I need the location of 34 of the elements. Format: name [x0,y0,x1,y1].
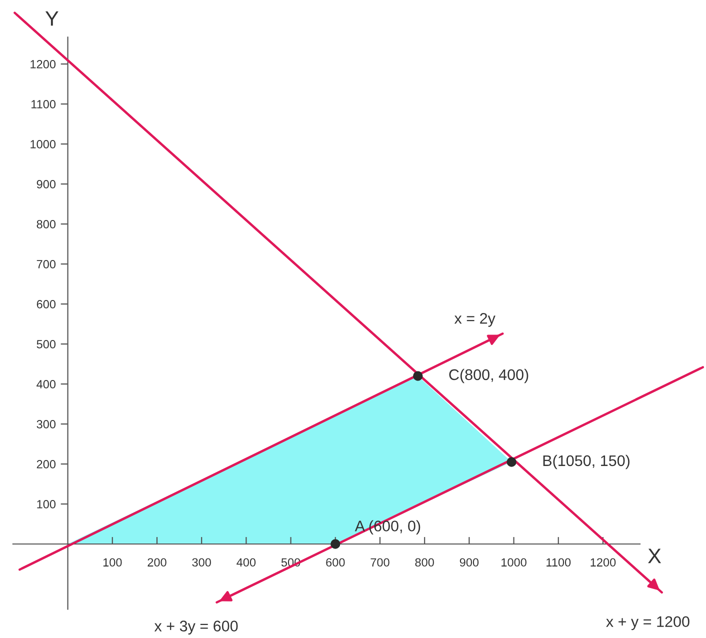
y-tick-label: 1100 [31,100,56,108]
y-tick-label: 800 [36,220,56,228]
x-tick-label: 100 [103,558,122,567]
y-tick-label: 700 [36,260,56,268]
point [413,371,423,381]
point [330,539,340,549]
y-tick-label: 300 [36,420,56,428]
y-tick-label: 900 [36,180,56,188]
x-tick-label: 1000 [502,558,526,567]
x-tick-label: 1200 [590,558,616,567]
x-tick-label: 1100 [546,558,571,567]
y-tick-label: 500 [36,340,56,348]
x-axis-title: X [648,548,662,564]
y-tick-label: 1000 [30,140,56,148]
x-tick-label: 400 [236,558,256,567]
y-tick-label: 200 [36,460,56,468]
y-tick-label: 600 [36,300,56,308]
y-tick-label: 400 [36,380,56,388]
series-label: x + 3y = 600 [154,620,238,635]
x-tick-label: 300 [192,558,211,567]
x-tick-label: 900 [460,558,479,567]
y-tick-label: 1200 [30,60,56,68]
annotation: C(800, 400) [449,368,528,384]
text: x + y = 1200 [606,616,690,630]
point [506,457,516,467]
x-tick-label: 800 [415,558,434,567]
y-tick-label: 100 [37,500,56,508]
x-tick-label: 600 [326,558,345,567]
x-tick-label: 200 [148,558,166,567]
annotation: A (600, 0) [354,520,420,534]
series-label: x = 2y [454,312,496,327]
x-tick-label: 700 [370,558,390,567]
y-axis-title: Y [45,11,58,26]
annotation: B(1050, 150) [543,454,630,470]
